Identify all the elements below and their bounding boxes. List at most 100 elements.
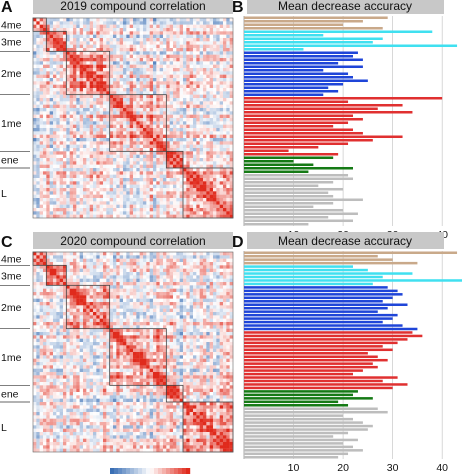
heatmap-cell [56, 211, 60, 215]
heatmap-cell [83, 164, 87, 169]
heatmap-cell [226, 268, 230, 273]
heatmap-cell [66, 282, 70, 286]
heatmap-cell [59, 184, 64, 189]
heatmap-cell [66, 28, 70, 32]
heatmap-cell [219, 258, 224, 263]
heatmap-cell [206, 128, 210, 132]
heatmap-cell [143, 58, 147, 62]
heatmap-cell [106, 54, 110, 59]
heatmap-cell [176, 138, 180, 142]
heatmap-cell [53, 292, 57, 296]
heatmap-cell [229, 318, 234, 323]
heatmap-cell [36, 204, 40, 209]
heatmap-cell [93, 98, 97, 102]
heatmap-cell [83, 282, 87, 286]
heatmap-cell [116, 171, 120, 175]
heatmap-cell [49, 184, 54, 189]
heatmap-cell [146, 318, 150, 323]
heatmap-cell [116, 64, 120, 69]
heatmap-cell [89, 312, 94, 316]
heatmap-cell [39, 312, 44, 316]
bar-4me [244, 23, 344, 27]
heatmap-cell [59, 128, 64, 132]
heatmap-cell [106, 181, 110, 185]
heatmap-cell [186, 144, 190, 149]
heatmap-cell [126, 131, 130, 135]
heatmap-cell [73, 141, 77, 145]
heatmap-cell [136, 288, 140, 293]
heatmap-cell [123, 38, 127, 42]
heatmap-cell [229, 58, 234, 62]
heatmap-cell [66, 141, 70, 145]
heatmap-cell [163, 315, 167, 319]
heatmap-cell [46, 71, 50, 75]
heatmap-cell [133, 81, 137, 85]
heatmap-cell [106, 258, 110, 263]
group-label: 4me [1, 20, 22, 32]
heatmap-cell [216, 141, 220, 145]
heatmap-cell [179, 51, 184, 55]
heatmap-cell [36, 134, 40, 139]
heatmap-cell [163, 44, 167, 49]
heatmap-cell [113, 214, 117, 219]
heatmap-cell [203, 154, 207, 159]
heatmap-cell [199, 181, 204, 185]
heatmap-cell [223, 44, 227, 49]
heatmap-cell [93, 262, 97, 266]
heatmap-cell [163, 158, 167, 162]
heatmap-cell [223, 51, 227, 55]
heatmap-cell [46, 288, 50, 293]
heatmap-cell [76, 94, 80, 99]
heatmap-cell [79, 128, 84, 132]
heatmap-cell [129, 61, 134, 65]
heatmap-cell [39, 292, 44, 296]
panel-b-letter: B [232, 0, 244, 16]
heatmap-cell [209, 295, 214, 299]
heatmap-cell [226, 164, 230, 169]
heatmap-cell [53, 104, 57, 109]
heatmap-cell [93, 51, 97, 55]
heatmap-cell [106, 204, 110, 209]
heatmap-cell [83, 118, 87, 122]
heatmap-cell [189, 98, 194, 102]
heatmap-cell [46, 78, 50, 82]
heatmap-cell [96, 121, 100, 125]
heatmap-cell [213, 258, 217, 263]
heatmap-cell [196, 214, 200, 219]
heatmap-cell [163, 31, 167, 35]
heatmap-cell [179, 168, 184, 172]
heatmap-cell [139, 322, 144, 326]
heatmap-cell [109, 38, 114, 42]
heatmap-cell [193, 288, 197, 293]
heatmap-cell [106, 164, 110, 169]
heatmap-cell [219, 158, 224, 162]
heatmap-cell [176, 214, 180, 219]
heatmap-cell [206, 88, 210, 92]
heatmap-cell [79, 268, 84, 273]
heatmap-cell [196, 295, 200, 299]
heatmap-cell [119, 94, 124, 99]
heatmap-cell [116, 181, 120, 185]
heatmap-cell [196, 201, 200, 205]
heatmap-cell [43, 278, 47, 283]
heatmap-cell [103, 272, 107, 276]
heatmap-cell [209, 34, 214, 39]
bar-1me [244, 149, 289, 153]
heatmap-cell [193, 158, 197, 162]
heatmap-cell [196, 44, 200, 49]
heatmap-cell [186, 168, 190, 172]
heatmap-cell [119, 184, 124, 189]
heatmap-cell [59, 292, 64, 296]
heatmap-cell [176, 31, 180, 35]
heatmap-cell [33, 148, 37, 152]
heatmap-cell [33, 64, 37, 69]
heatmap-cell [46, 61, 50, 65]
heatmap-cell [66, 61, 70, 65]
heatmap-cell [173, 24, 177, 29]
heatmap-cell [133, 148, 137, 152]
heatmap-cell [219, 154, 224, 159]
heatmap-cell [39, 171, 44, 175]
heatmap-cell [189, 181, 194, 185]
heatmap-cell [79, 315, 84, 319]
heatmap-cell [89, 272, 94, 276]
